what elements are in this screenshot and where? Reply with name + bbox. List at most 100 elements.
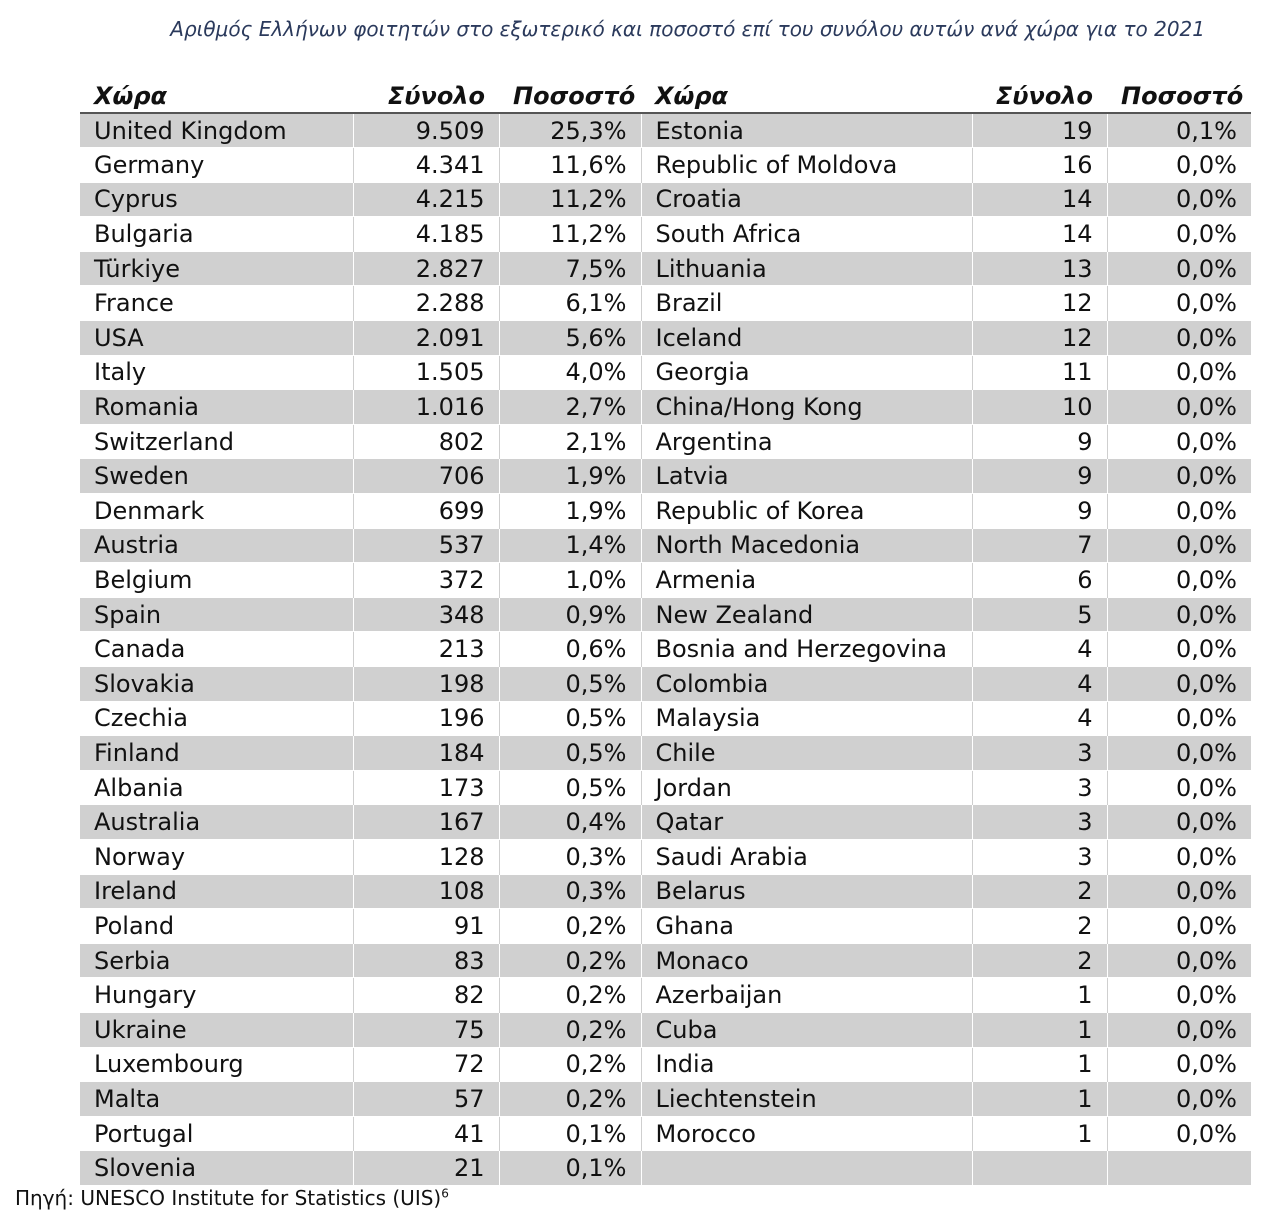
cell-total-right: 1 (972, 1081, 1108, 1117)
cell-total-right: 6 (972, 562, 1108, 598)
cell-country-left: Romania (80, 389, 354, 425)
cell-country-left: Portugal (80, 1115, 354, 1151)
table-row: Romania 1.016 2,7% China/Hong Kong 10 0,0% (80, 389, 1251, 425)
cell-percent-left: 4,0% (499, 354, 642, 390)
cell-percent-right: 0,1% (1107, 112, 1251, 148)
table-header-row: Χώρα Σύνολο Ποσοστό Χώρα Σύνολο Ποσοστό (80, 73, 1251, 114)
cell-country-right: Armenia (641, 562, 973, 598)
cell-total-left: 57 (353, 1081, 500, 1117)
cell-total-right: 10 (972, 389, 1108, 425)
cell-country-left: Cyprus (80, 181, 354, 217)
cell-country-right: Ghana (641, 908, 973, 944)
cell-country-left: USA (80, 320, 354, 356)
cell-total-left: 706 (353, 458, 500, 494)
cell-total-right: 11 (972, 354, 1108, 390)
cell-country-right: India (641, 1046, 973, 1082)
cell-percent-right: 0,0% (1107, 1046, 1251, 1082)
table-row: Australia 167 0,4% Qatar 3 0,0% (80, 804, 1251, 840)
cell-total-left: 196 (353, 700, 500, 736)
cell-percent-right: 0,0% (1107, 423, 1251, 459)
cell-total-right: 4 (972, 631, 1108, 667)
cell-total-right: 9 (972, 423, 1108, 459)
cell-percent-right: 0,0% (1107, 769, 1251, 805)
cell-total-left: 4.341 (353, 147, 500, 183)
cell-country-right: Azerbaijan (641, 977, 973, 1013)
cell-percent-left: 0,5% (499, 735, 642, 771)
cell-country-right: Monaco (641, 942, 973, 978)
cell-percent-left: 0,2% (499, 1081, 642, 1117)
cell-total-right: 12 (972, 320, 1108, 356)
table-row: Luxembourg 72 0,2% India 1 0,0% (80, 1046, 1251, 1082)
cell-country-left: France (80, 285, 354, 321)
table-row: Italy 1.505 4,0% Georgia 11 0,0% (80, 354, 1251, 390)
cell-total-right: 12 (972, 285, 1108, 321)
table-row: Bulgaria 4.185 11,2% South Africa 14 0,0% (80, 216, 1251, 252)
cell-country-right: Jordan (641, 769, 973, 805)
cell-total-right: 2 (972, 908, 1108, 944)
cell-country-right: South Africa (641, 216, 973, 252)
cell-country-left: Hungary (80, 977, 354, 1013)
cell-country-right: Croatia (641, 181, 973, 217)
cell-total-right: 13 (972, 250, 1108, 286)
cell-country-right: Iceland (641, 320, 973, 356)
cell-country-right (641, 1150, 973, 1186)
cell-percent-right: 0,0% (1107, 942, 1251, 978)
cell-total-left: 2.288 (353, 285, 500, 321)
cell-country-left: Malta (80, 1081, 354, 1117)
table-row: Cyprus 4.215 11,2% Croatia 14 0,0% (80, 181, 1251, 217)
cell-percent-right: 0,0% (1107, 873, 1251, 909)
cell-percent-right: 0,0% (1107, 666, 1251, 702)
cell-country-left: Ireland (80, 873, 354, 909)
cell-percent-right: 0,0% (1107, 250, 1251, 286)
cell-country-right: Argentina (641, 423, 973, 459)
cell-country-left: Spain (80, 596, 354, 632)
cell-total-left: 82 (353, 977, 500, 1013)
cell-percent-left: 0,5% (499, 700, 642, 736)
cell-percent-left: 0,4% (499, 804, 642, 840)
cell-percent-left: 7,5% (499, 250, 642, 286)
cell-country-left: Poland (80, 908, 354, 944)
table-row: Slovenia 21 0,1% (80, 1150, 1251, 1186)
cell-total-left: 72 (353, 1046, 500, 1082)
cell-percent-left: 1,9% (499, 493, 642, 529)
cell-percent-right: 0,0% (1107, 216, 1251, 252)
cell-total-right: 7 (972, 527, 1108, 563)
table-row: Germany 4.341 11,6% Republic of Moldova 16 0,… (80, 147, 1251, 183)
table-row: USA 2.091 5,6% Iceland 12 0,0% (80, 320, 1251, 356)
cell-percent-left: 11,6% (499, 147, 642, 183)
cell-percent-left: 0,3% (499, 838, 642, 875)
cell-country-left: Bulgaria (80, 216, 354, 252)
cell-percent-left: 11,2% (499, 216, 642, 252)
cell-total-right (972, 1150, 1108, 1186)
table-row: Belgium 372 1,0% Armenia 6 0,0% (80, 562, 1251, 598)
cell-country-left: Finland (80, 735, 354, 771)
cell-percent-right: 0,0% (1107, 804, 1251, 840)
cell-country-left: Switzerland (80, 423, 354, 459)
table-row: United Kingdom 9.509 25,3% Estonia 19 0,1% (80, 112, 1251, 148)
cell-total-right: 1 (972, 1115, 1108, 1151)
cell-percent-left: 6,1% (499, 285, 642, 321)
cell-percent-left: 0,2% (499, 977, 642, 1013)
cell-percent-right: 0,0% (1107, 147, 1251, 183)
cell-total-left: 173 (353, 769, 500, 805)
cell-total-left: 348 (353, 596, 500, 632)
table-row: Hungary 82 0,2% Azerbaijan 1 0,0% (80, 977, 1251, 1013)
cell-percent-left: 1,9% (499, 458, 642, 494)
cell-percent-left: 0,3% (499, 873, 642, 909)
cell-total-left: 41 (353, 1115, 500, 1151)
cell-percent-right (1107, 1150, 1251, 1186)
cell-percent-right: 0,0% (1107, 1011, 1251, 1048)
cell-percent-right: 0,0% (1107, 1115, 1251, 1151)
cell-total-left: 4.215 (353, 181, 500, 217)
table-row: Finland 184 0,5% Chile 3 0,0% (80, 735, 1251, 771)
cell-total-left: 184 (353, 735, 500, 771)
cell-percent-left: 0,6% (499, 631, 642, 667)
cell-country-right: Latvia (641, 458, 973, 494)
cell-total-right: 9 (972, 493, 1108, 529)
cell-total-left: 4.185 (353, 216, 500, 252)
cell-percent-right: 0,0% (1107, 389, 1251, 425)
cell-total-right: 4 (972, 666, 1108, 702)
cell-percent-right: 0,0% (1107, 1081, 1251, 1117)
table-row: Norway 128 0,3% Saudi Arabia 3 0,0% (80, 838, 1251, 875)
table-row: Spain 348 0,9% New Zealand 5 0,0% (80, 596, 1251, 632)
